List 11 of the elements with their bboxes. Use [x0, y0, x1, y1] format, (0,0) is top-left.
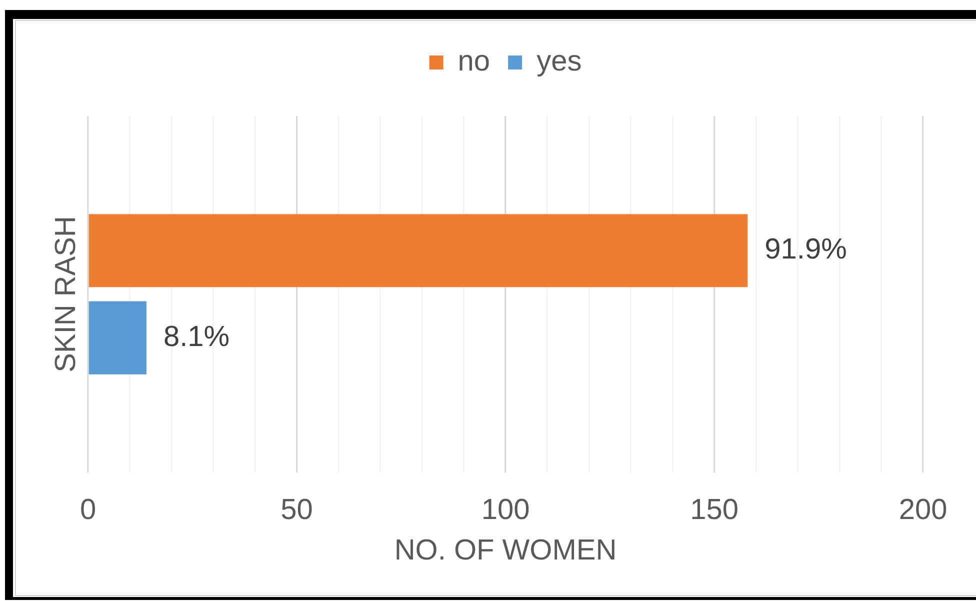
x-tick-label: 0 — [80, 494, 96, 526]
legend-label: yes — [536, 46, 582, 78]
x-tick-label: 50 — [280, 494, 313, 526]
x-tick-label: 150 — [690, 494, 738, 526]
annotation: 91.9% — [764, 234, 847, 266]
x-axis-title: NO. OF WOMEN — [394, 534, 617, 567]
annotation: 8.1% — [163, 320, 230, 353]
legend-label: no — [458, 46, 490, 78]
x-tick-label: 200 — [898, 494, 948, 526]
y-tick-label: SKIN RASH — [50, 216, 82, 372]
x-tick-label: 100 — [481, 494, 530, 526]
